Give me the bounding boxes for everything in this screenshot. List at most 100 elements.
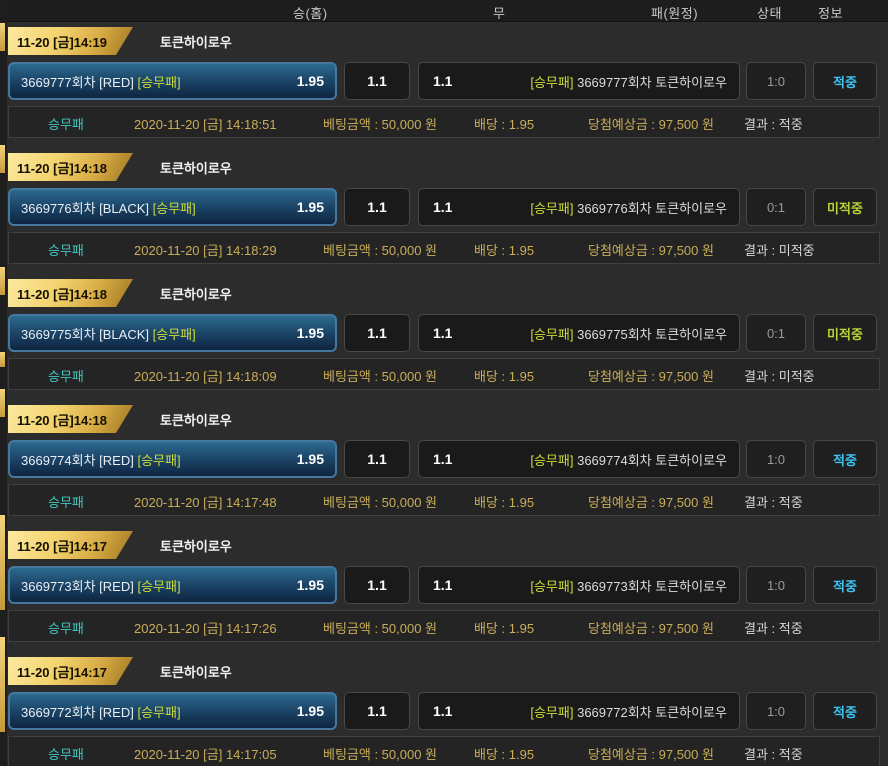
home-pick-button[interactable]: 3669774회차 [RED] [승무패] 1.95 <box>8 440 337 478</box>
draw-odds-button[interactable]: 1.1 <box>344 314 410 352</box>
away-odds-value: 1.1 <box>433 199 453 215</box>
away-odds-value: 1.1 <box>433 577 453 593</box>
home-pick-button[interactable]: 3669773회차 [RED] [승무패] 1.95 <box>8 566 337 604</box>
detail-result: 결과 : 적중 <box>744 621 803 636</box>
detail-bet-amount: 베팅금액 : 50,000 원 <box>323 747 438 762</box>
pick-market-tag: [승무패] <box>152 326 196 342</box>
detail-datetime: 2020-11-20 [금] 14:17:48 <box>134 495 277 510</box>
draw-odds-value: 1.1 <box>367 325 387 341</box>
detail-bet-amount: 베팅금액 : 50,000 원 <box>323 495 438 510</box>
detail-odds: 배당 : 1.95 <box>474 117 535 132</box>
score-value: 0:1 <box>766 325 786 341</box>
bet-block-header: 11-20 [금]14:18 토큰하이로우 <box>0 405 888 433</box>
detail-market: 승무패 <box>48 117 84 132</box>
draw-odds-value: 1.1 <box>367 451 387 467</box>
bet-block: 11-20 [금]14:19 토큰하이로우 3669777회차 [RED] [승… <box>0 27 888 149</box>
score-box: 0:1 <box>746 314 806 352</box>
away-odds-button[interactable]: 1.1 [승무패] 3669772회차 토큰하이로우 <box>418 692 740 730</box>
pick-round-color: 3669774회차 [RED] <box>21 452 134 468</box>
draw-odds-button[interactable]: 1.1 <box>344 566 410 604</box>
away-market-tag: [승무패] <box>530 326 574 342</box>
bet-block: 11-20 [금]14:18 토큰하이로우 3669775회차 [BLACK] … <box>0 279 888 401</box>
pick-market-tag: [승무패] <box>137 452 181 468</box>
away-odds-button[interactable]: 1.1 [승무패] 3669777회차 토큰하이로우 <box>418 62 740 100</box>
score-box: 1:0 <box>746 566 806 604</box>
pick-odds-value: 1.95 <box>296 199 324 215</box>
away-odds-button[interactable]: 1.1 [승무패] 3669774회차 토큰하이로우 <box>418 440 740 478</box>
gold-edge-sliver <box>0 389 5 417</box>
away-match-label: [승무패] 3669777회차 토큰하이로우 <box>530 72 727 91</box>
column-header-draw: 무 <box>493 6 506 21</box>
away-match-label: [승무패] 3669772회차 토큰하이로우 <box>530 702 727 721</box>
pick-market-tag: [승무패] <box>152 200 196 216</box>
column-header-state: 상태 <box>757 6 782 21</box>
bet-odds-row: 3669772회차 [RED] [승무패] 1.95 1.1 1.1 [승무패]… <box>8 692 888 730</box>
detail-bet-amount: 베팅금액 : 50,000 원 <box>323 243 438 258</box>
ribbon-datetime: 11-20 [금]14:18 <box>17 412 108 428</box>
detail-datetime: 2020-11-20 [금] 14:17:05 <box>134 747 277 762</box>
ribbon-datetime: 11-20 [금]14:17 <box>17 538 108 554</box>
bet-history-list: 11-20 [금]14:19 토큰하이로우 3669777회차 [RED] [승… <box>0 23 888 766</box>
home-pick-button[interactable]: 3669775회차 [BLACK] [승무패] 1.95 <box>8 314 337 352</box>
pick-round-color: 3669776회차 [BLACK] <box>21 200 149 216</box>
away-odds-button[interactable]: 1.1 [승무패] 3669776회차 토큰하이로우 <box>418 188 740 226</box>
away-market-tag: [승무패] <box>530 200 574 216</box>
ribbon-datetime: 11-20 [금]14:19 <box>17 34 108 50</box>
away-match-name: 3669774회차 토큰하이로우 <box>577 452 727 468</box>
result-badge-text: 적중 <box>833 704 857 720</box>
draw-odds-value: 1.1 <box>367 199 387 215</box>
detail-result: 결과 : 미적중 <box>744 243 815 258</box>
home-pick-button[interactable]: 3669772회차 [RED] [승무패] 1.95 <box>8 692 337 730</box>
bet-detail-row: 승무패 2020-11-20 [금] 14:17:26 베팅금액 : 50,00… <box>8 610 880 642</box>
away-match-label: [승무패] 3669774회차 토큰하이로우 <box>530 450 727 469</box>
pick-label: 3669775회차 [BLACK] [승무패] <box>21 324 196 343</box>
detail-expected-payout: 당첨예상금 : 97,500 원 <box>588 243 714 258</box>
detail-bet-amount: 베팅금액 : 50,000 원 <box>323 369 438 384</box>
draw-odds-button[interactable]: 1.1 <box>344 440 410 478</box>
home-pick-button[interactable]: 3669777회차 [RED] [승무패] 1.95 <box>8 62 337 100</box>
detail-odds: 배당 : 1.95 <box>474 621 535 636</box>
detail-datetime: 2020-11-20 [금] 14:18:09 <box>134 369 277 384</box>
pick-market-tag: [승무패] <box>137 704 181 720</box>
away-odds-button[interactable]: 1.1 [승무패] 3669773회차 토큰하이로우 <box>418 566 740 604</box>
bet-block-header: 11-20 [금]14:17 토큰하이로우 <box>0 531 888 559</box>
ribbon-datetime: 11-20 [금]14:17 <box>17 664 108 680</box>
draw-odds-button[interactable]: 1.1 <box>344 62 410 100</box>
result-badge-text: 적중 <box>833 74 857 90</box>
away-odds-value: 1.1 <box>433 451 453 467</box>
column-header-away: 패(원정) <box>651 6 699 21</box>
bet-block: 11-20 [금]14:17 토큰하이로우 3669772회차 [RED] [승… <box>0 657 888 766</box>
bet-detail-row: 승무패 2020-11-20 [금] 14:17:48 베팅금액 : 50,00… <box>8 484 880 516</box>
away-market-tag: [승무패] <box>530 74 574 90</box>
away-match-name: 3669777회차 토큰하이로우 <box>577 74 727 90</box>
detail-datetime: 2020-11-20 [금] 14:17:26 <box>134 621 277 636</box>
date-ribbon: 11-20 [금]14:18 <box>8 279 133 307</box>
draw-odds-button[interactable]: 1.1 <box>344 692 410 730</box>
detail-expected-payout: 당첨예상금 : 97,500 원 <box>588 495 714 510</box>
pick-label: 3669772회차 [RED] [승무패] <box>21 702 181 721</box>
date-ribbon: 11-20 [금]14:17 <box>8 657 133 685</box>
bet-block-header: 11-20 [금]14:19 토큰하이로우 <box>0 27 888 55</box>
away-odds-button[interactable]: 1.1 [승무패] 3669775회차 토큰하이로우 <box>418 314 740 352</box>
detail-datetime: 2020-11-20 [금] 14:18:29 <box>134 243 277 258</box>
date-ribbon: 11-20 [금]14:17 <box>8 531 133 559</box>
bet-detail-row: 승무패 2020-11-20 [금] 14:18:29 베팅금액 : 50,00… <box>8 232 880 264</box>
score-box: 1:0 <box>746 62 806 100</box>
draw-odds-button[interactable]: 1.1 <box>344 188 410 226</box>
detail-expected-payout: 당첨예상금 : 97,500 원 <box>588 621 714 636</box>
away-match-label: [승무패] 3669773회차 토큰하이로우 <box>530 576 727 595</box>
home-pick-button[interactable]: 3669776회차 [BLACK] [승무패] 1.95 <box>8 188 337 226</box>
detail-result: 결과 : 적중 <box>744 747 803 762</box>
bet-block-header: 11-20 [금]14:18 토큰하이로우 <box>0 153 888 181</box>
pick-label: 3669776회차 [BLACK] [승무패] <box>21 198 196 217</box>
result-badge: 미적중 <box>813 188 877 226</box>
detail-odds: 배당 : 1.95 <box>474 243 535 258</box>
pick-label: 3669777회차 [RED] [승무패] <box>21 72 181 91</box>
bet-block: 11-20 [금]14:17 토큰하이로우 3669773회차 [RED] [승… <box>0 531 888 653</box>
bet-odds-row: 3669773회차 [RED] [승무패] 1.95 1.1 1.1 [승무패]… <box>8 566 888 604</box>
detail-market: 승무패 <box>48 747 84 762</box>
detail-odds: 배당 : 1.95 <box>474 369 535 384</box>
pick-odds-value: 1.95 <box>296 73 324 89</box>
away-match-name: 3669772회차 토큰하이로우 <box>577 704 727 720</box>
cropped-left-edge <box>0 0 7 766</box>
